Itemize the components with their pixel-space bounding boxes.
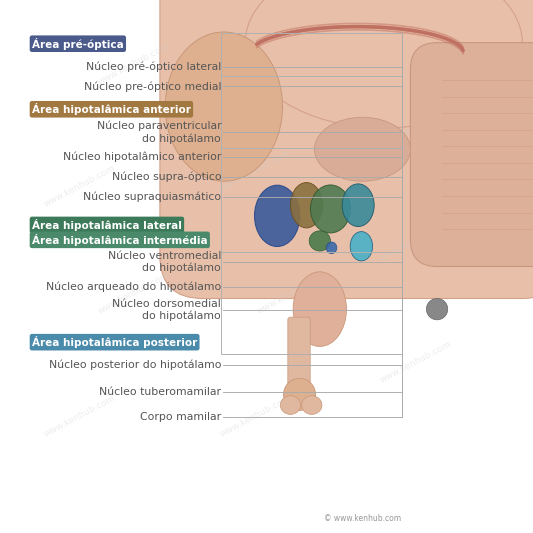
Text: www.kenhub.com: www.kenhub.com <box>96 270 171 316</box>
Ellipse shape <box>309 231 330 251</box>
Text: Núcleo pré-óptico lateral: Núcleo pré-óptico lateral <box>86 61 221 72</box>
Text: Corpo mamilar: Corpo mamilar <box>140 412 221 422</box>
Text: www.kenhub.com: www.kenhub.com <box>219 393 293 439</box>
Text: HUB: HUB <box>458 513 483 523</box>
Text: www.kenhub.com: www.kenhub.com <box>43 164 117 209</box>
Bar <box>221 76 402 148</box>
Ellipse shape <box>284 378 316 410</box>
Text: www.kenhub.com: www.kenhub.com <box>219 148 293 193</box>
Text: www.kenhub.com: www.kenhub.com <box>400 94 474 140</box>
Text: Área pré-óptica: Área pré-óptica <box>32 38 124 50</box>
Ellipse shape <box>293 272 346 346</box>
Ellipse shape <box>290 182 322 228</box>
Text: Área hipotalâmica anterior: Área hipotalâmica anterior <box>32 103 191 115</box>
Ellipse shape <box>245 0 522 128</box>
Ellipse shape <box>426 298 448 320</box>
FancyBboxPatch shape <box>288 317 310 386</box>
Bar <box>221 148 402 252</box>
Text: Núcleo pre-óptico medial: Núcleo pre-óptico medial <box>84 81 221 92</box>
Text: Núcleo ventromedial
do hipotálamo: Núcleo ventromedial do hipotálamo <box>108 251 221 273</box>
Text: KEN: KEN <box>458 499 482 510</box>
Text: Núcleo arqueado do hipotálamo: Núcleo arqueado do hipotálamo <box>46 281 221 292</box>
Ellipse shape <box>310 185 351 233</box>
Ellipse shape <box>302 395 322 415</box>
Text: Área hipotalâmica intermédia: Área hipotalâmica intermédia <box>32 234 208 246</box>
Text: Núcleo hipotalâmico anterior: Núcleo hipotalâmico anterior <box>63 151 221 162</box>
Bar <box>221 33 402 76</box>
Text: Núcleo paraventricular
do hipotálamo: Núcleo paraventricular do hipotálamo <box>96 121 221 143</box>
Ellipse shape <box>326 242 337 254</box>
Ellipse shape <box>280 395 301 415</box>
Text: Área hipotalâmica posterior: Área hipotalâmica posterior <box>32 336 197 348</box>
Ellipse shape <box>314 117 410 181</box>
Text: © www.kenhub.com: © www.kenhub.com <box>324 514 401 523</box>
Ellipse shape <box>350 231 373 261</box>
Text: Área hipotalâmica lateral: Área hipotalâmica lateral <box>32 219 182 231</box>
FancyBboxPatch shape <box>410 43 533 266</box>
Text: www.kenhub.com: www.kenhub.com <box>256 41 330 87</box>
Text: www.kenhub.com: www.kenhub.com <box>378 340 453 385</box>
Text: Núcleo dorsomedial
do hipotálamo: Núcleo dorsomedial do hipotálamo <box>112 299 221 321</box>
Ellipse shape <box>342 184 374 227</box>
Bar <box>221 252 402 354</box>
Ellipse shape <box>165 32 282 181</box>
Text: www.kenhub.com: www.kenhub.com <box>96 41 171 87</box>
Text: Núcleo tuberomamilar: Núcleo tuberomamilar <box>99 387 221 397</box>
Text: www.kenhub.com: www.kenhub.com <box>43 393 117 439</box>
Text: Núcleo supra-óptico: Núcleo supra-óptico <box>111 172 221 182</box>
FancyBboxPatch shape <box>160 0 533 298</box>
Text: Núcleo supraquiasmático: Núcleo supraquiasmático <box>83 192 221 203</box>
Text: www.kenhub.com: www.kenhub.com <box>256 270 330 316</box>
Text: www.kenhub.com: www.kenhub.com <box>378 217 453 263</box>
Ellipse shape <box>255 185 300 246</box>
Text: Núcleo posterior do hipotálamo: Núcleo posterior do hipotálamo <box>49 360 221 370</box>
